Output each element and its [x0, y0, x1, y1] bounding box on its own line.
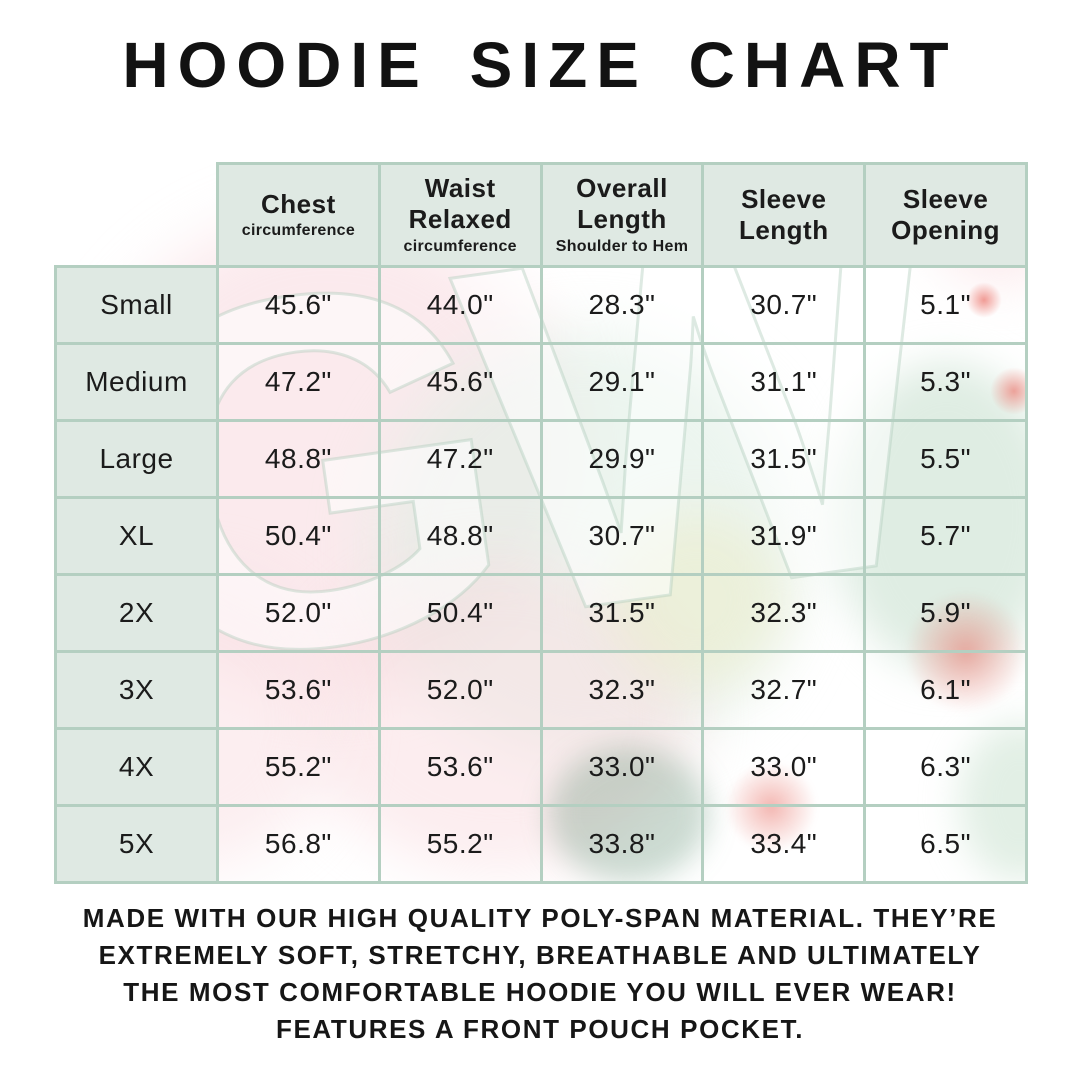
measurement-cell: 45.6": [377, 342, 543, 422]
column-label: Overall Length: [576, 173, 668, 234]
column-header-sleeve-opening: Sleeve Opening: [863, 162, 1028, 268]
measurement-cell: 6.5": [863, 804, 1028, 884]
column-sublabel: Shoulder to Hem: [555, 237, 689, 255]
column-sublabel: circumference: [403, 237, 517, 255]
measurement-cell: 5.5": [863, 419, 1028, 499]
column-label: Sleeve Length: [738, 184, 829, 245]
size-label: Large: [54, 419, 219, 499]
description-line: FEATURES A FRONT POUCH POCKET.: [275, 1014, 805, 1044]
header-row: Chest circumference Waist Relaxed circum…: [56, 162, 1028, 268]
measurement-cell: 31.9": [701, 496, 867, 576]
measurement-cell: 55.2": [377, 804, 543, 884]
measurement-cell: 31.5": [539, 573, 705, 653]
size-label: 5X: [54, 804, 219, 884]
measurement-cell: 31.1": [701, 342, 867, 422]
column-header-sleeve-length: Sleeve Length: [701, 162, 867, 268]
measurement-cell: 28.3": [539, 265, 705, 345]
measurement-cell: 5.7": [863, 496, 1028, 576]
column-header-overall-length: Overall Length Shoulder to Hem: [539, 162, 705, 268]
measurement-cell: 50.4": [216, 496, 381, 576]
measurement-cell: 53.6": [216, 650, 381, 730]
measurement-cell: 47.2": [377, 419, 543, 499]
measurement-cell: 5.1": [863, 265, 1028, 345]
measurement-cell: 52.0": [216, 573, 381, 653]
description-line: MADE WITH OUR HIGH QUALITY POLY-SPAN MAT…: [82, 903, 998, 933]
measurement-cell: 45.6": [216, 265, 381, 345]
measurement-cell: 32.3": [701, 573, 867, 653]
column-label: Chest: [261, 188, 336, 219]
measurement-cell: 53.6": [377, 727, 543, 807]
measurement-cell: 32.3": [539, 650, 705, 730]
table-row-small: Small 45.6" 44.0" 28.3" 30.7" 5.1": [54, 265, 1028, 345]
size-label: Small: [54, 265, 219, 345]
description-line: THE MOST COMFORTABLE HOODIE YOU WILL EVE…: [123, 977, 957, 1007]
size-chart-table: Chest circumference Waist Relaxed circum…: [54, 162, 1028, 884]
measurement-cell: 48.8": [377, 496, 543, 576]
measurement-cell: 50.4": [377, 573, 543, 653]
corner-cell: [56, 164, 218, 267]
measurement-cell: 52.0": [377, 650, 543, 730]
size-label: XL: [54, 496, 219, 576]
measurement-cell: 30.7": [539, 496, 705, 576]
measurement-cell: 29.9": [539, 419, 705, 499]
measurement-cell: 30.7": [701, 265, 867, 345]
measurement-cell: 5.3": [863, 342, 1028, 422]
table-row-2x: 2X 52.0" 50.4" 31.5" 32.3" 5.9": [54, 573, 1028, 653]
measurement-cell: 33.0": [701, 727, 867, 807]
table-row-5x: 5X 56.8" 55.2" 33.8" 33.4" 6.5": [54, 804, 1028, 884]
column-header-chest: Chest circumference: [216, 162, 381, 268]
column-label: Sleeve Opening: [891, 184, 1001, 245]
column-sublabel: circumference: [241, 222, 356, 240]
table-row-large: Large 48.8" 47.2" 29.9" 31.5" 5.5": [54, 419, 1028, 499]
measurement-cell: 5.9": [863, 573, 1028, 653]
size-label: Medium: [54, 342, 219, 422]
measurement-cell: 33.8": [539, 804, 705, 884]
measurement-cell: 33.0": [539, 727, 705, 807]
measurement-cell: 48.8": [216, 419, 381, 499]
size-label: 4X: [54, 727, 219, 807]
description-text: MADE WITH OUR HIGH QUALITY POLY-SPAN MAT…: [0, 900, 1080, 1048]
measurement-cell: 56.8": [216, 804, 381, 884]
table-row-3x: 3X 53.6" 52.0" 32.3" 32.7" 6.1": [54, 650, 1028, 730]
table-row-medium: Medium 47.2" 45.6" 29.1" 31.1" 5.3": [54, 342, 1028, 422]
measurement-cell: 44.0": [377, 265, 543, 345]
column-label: Waist Relaxed: [408, 173, 512, 234]
table-row-4x: 4X 55.2" 53.6" 33.0" 33.0" 6.3": [54, 727, 1028, 807]
measurement-cell: 29.1": [539, 342, 705, 422]
table-row-xl: XL 50.4" 48.8" 30.7" 31.9" 5.7": [54, 496, 1028, 576]
measurement-cell: 6.1": [863, 650, 1028, 730]
page-title: HOODIE SIZE CHART: [122, 29, 958, 101]
size-label: 3X: [54, 650, 219, 730]
measurement-cell: 31.5": [701, 419, 867, 499]
size-label: 2X: [54, 573, 219, 653]
measurement-cell: 47.2": [216, 342, 381, 422]
measurement-cell: 55.2": [216, 727, 381, 807]
measurement-cell: 33.4": [701, 804, 867, 884]
description-line: EXTREMELY SOFT, STRETCHY, BREATHABLE AND…: [98, 940, 982, 970]
measurement-cell: 32.7": [701, 650, 867, 730]
column-header-waist: Waist Relaxed circumference: [377, 162, 543, 268]
measurement-cell: 6.3": [863, 727, 1028, 807]
